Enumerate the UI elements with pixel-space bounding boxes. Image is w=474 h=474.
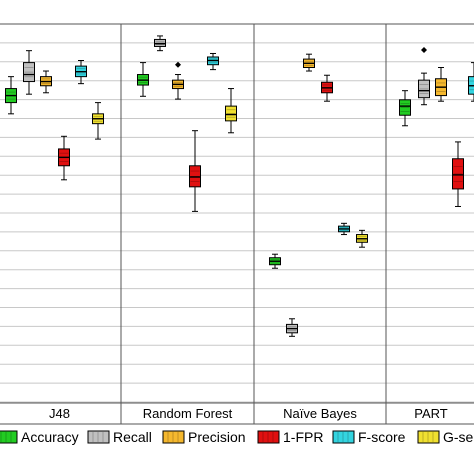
plot-border <box>0 23 474 425</box>
box-1-fpr <box>452 141 464 207</box>
box-f-score <box>468 62 474 102</box>
legend-item: 1-FPR <box>257 429 323 445</box>
legend-item: Recall <box>87 429 152 445</box>
legend-item: Accuracy <box>0 429 79 445</box>
box-body <box>452 158 464 190</box>
legend-swatch <box>162 430 185 444</box>
outlier-point <box>421 46 427 53</box>
group-label: J48 <box>49 406 70 421</box>
box-accuracy <box>269 253 281 269</box>
group-label: Naïve Bayes <box>283 406 357 421</box>
legend-swatch <box>417 430 440 444</box>
legend-item: Precision <box>162 429 246 445</box>
legend-label: Precision <box>188 429 246 445</box>
plot-frame <box>0 23 474 425</box>
legend-label: 1-FPR <box>283 429 323 445</box>
box-f-score <box>207 52 219 71</box>
box-body <box>23 62 35 83</box>
box-f-score <box>75 59 87 85</box>
box-body <box>189 165 201 188</box>
box-1-fpr <box>321 74 333 102</box>
legend-item: F-score <box>332 429 406 445</box>
group-labels: J48 Random Forest Naïve Bayes PART <box>49 406 448 421</box>
box-accuracy <box>137 62 149 97</box>
box-accuracy <box>5 76 17 115</box>
box-series <box>5 35 474 337</box>
legend-label: Recall <box>113 429 152 445</box>
box-1-fpr <box>58 135 70 181</box>
box-precision <box>303 53 315 72</box>
group-label: PART <box>414 406 448 421</box>
legend-swatch <box>87 430 110 444</box>
outlier-point <box>175 61 181 68</box>
box-recall <box>286 318 298 337</box>
box-g-se <box>225 88 237 134</box>
legend-label: F-score <box>358 429 406 445</box>
box-precision <box>172 61 184 100</box>
legend-item: G-se <box>417 429 474 445</box>
box-g-se <box>92 102 104 140</box>
group-label: Random Forest <box>143 406 233 421</box>
legend: Accuracy Recall Precision 1-FPR F-score G-se <box>0 429 474 445</box>
grid <box>0 42 474 403</box>
box-body <box>418 79 430 99</box>
box-precision <box>435 67 447 102</box>
legend-label: Accuracy <box>21 429 79 445</box>
legend-label: G-se <box>443 429 474 445</box>
box-accuracy <box>399 90 411 127</box>
box-precision <box>40 70 52 94</box>
box-body <box>225 105 237 122</box>
box-recall <box>418 46 430 106</box>
box-recall <box>154 35 166 52</box>
legend-swatch <box>332 430 355 444</box>
box-f-score <box>338 222 350 236</box>
box-recall <box>23 50 35 95</box>
legend-swatch <box>0 430 18 444</box>
legend-swatch <box>257 430 280 444</box>
box-body <box>154 38 166 47</box>
box-1-fpr <box>189 130 201 212</box>
box-body <box>399 99 411 116</box>
box-g-se <box>356 229 368 248</box>
